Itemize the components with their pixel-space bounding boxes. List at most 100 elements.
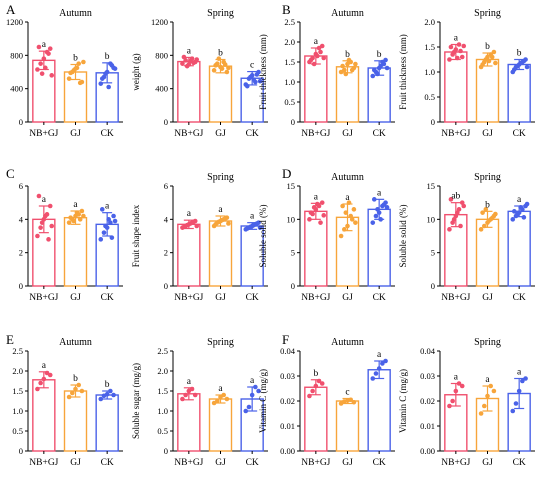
y-tick-label: 1200 bbox=[151, 17, 168, 27]
data-point bbox=[518, 205, 523, 210]
data-point bbox=[489, 215, 495, 221]
x-tick-label: NB+GJ bbox=[29, 129, 58, 139]
data-point bbox=[184, 63, 190, 69]
x-tick-label: NB+GJ bbox=[29, 458, 58, 468]
data-point bbox=[253, 384, 258, 390]
x-tick-label: GJ bbox=[482, 458, 493, 468]
data-point bbox=[66, 394, 72, 400]
y-tick-label: 2.5 bbox=[284, 17, 295, 27]
data-point bbox=[36, 44, 42, 50]
x-tick-label: GJ bbox=[215, 458, 226, 468]
significance-letter: a bbox=[377, 188, 382, 198]
data-point bbox=[493, 60, 498, 66]
data-point bbox=[486, 218, 492, 223]
y-tick-label: 2.0 bbox=[12, 366, 23, 376]
bar-nbgj bbox=[444, 51, 468, 123]
panel-letter-e: E bbox=[6, 332, 14, 347]
bar-gj bbox=[208, 398, 233, 452]
y-tick-label: 2.0 bbox=[157, 366, 168, 376]
data-point bbox=[318, 220, 323, 225]
y-axis-label: Fruit thickness (mm) bbox=[258, 34, 268, 110]
significance-letter: a bbox=[517, 368, 522, 378]
bar-nbgj bbox=[304, 55, 328, 123]
data-point bbox=[98, 81, 104, 86]
data-point bbox=[453, 388, 459, 394]
x-tick-label: CK bbox=[246, 458, 259, 468]
significance-letter: a bbox=[187, 209, 192, 219]
significance-letter: b bbox=[485, 200, 490, 210]
significance-letter: b bbox=[73, 374, 78, 384]
chart-panel-e-spring: Spring 0 0.5 1.0 1.5 2.0 2.5 Soluble sugar (mg/… bbox=[131, 337, 268, 468]
data-point bbox=[458, 48, 463, 54]
data-point bbox=[348, 397, 354, 403]
data-point bbox=[248, 74, 253, 80]
y-tick-label: 2.0 bbox=[284, 37, 295, 47]
data-point bbox=[458, 223, 463, 229]
data-point bbox=[183, 392, 188, 398]
data-point bbox=[345, 223, 350, 229]
significance-letter: ab bbox=[451, 192, 460, 202]
data-point bbox=[256, 388, 261, 394]
data-point bbox=[513, 401, 519, 406]
chart-title: Spring bbox=[474, 8, 501, 19]
data-point bbox=[483, 207, 489, 212]
data-point bbox=[485, 393, 490, 399]
y-tick-label: 2 bbox=[164, 248, 168, 258]
data-point bbox=[459, 383, 465, 389]
data-point bbox=[319, 381, 325, 386]
y-tick-label: 0 bbox=[164, 117, 168, 127]
y-tick-label: 0.04 bbox=[280, 346, 296, 356]
data-point bbox=[215, 398, 220, 404]
x-tick-label: NB+GJ bbox=[174, 129, 203, 139]
data-point bbox=[455, 210, 460, 215]
data-point bbox=[338, 233, 344, 239]
data-point bbox=[373, 371, 379, 376]
data-point bbox=[456, 42, 462, 47]
y-tick-label: 1.5 bbox=[424, 42, 435, 52]
x-tick-label: CK bbox=[513, 458, 526, 468]
significance-letter: a bbox=[314, 37, 319, 47]
data-point bbox=[451, 217, 457, 222]
significance-letter: a bbox=[314, 192, 319, 202]
y-tick-label: 0 bbox=[431, 281, 435, 291]
data-point bbox=[46, 237, 51, 242]
chart-panel-c-spring: Spring 0 2 4 6 Fruit shape index a NB+GJ a GJ a CK bbox=[131, 172, 268, 303]
y-tick-label: 1.0 bbox=[157, 406, 168, 416]
y-tick-label: 400 bbox=[155, 84, 168, 94]
x-tick-label: GJ bbox=[482, 293, 493, 303]
data-point bbox=[315, 53, 320, 59]
significance-letter: a bbox=[454, 34, 459, 44]
data-point bbox=[491, 388, 497, 394]
x-tick-label: GJ bbox=[215, 129, 226, 139]
data-point bbox=[370, 220, 376, 225]
x-tick-label: NB+GJ bbox=[441, 293, 470, 303]
y-tick-label: 15 bbox=[427, 181, 436, 191]
y-tick-label: 2.5 bbox=[157, 346, 168, 356]
significance-letter: b bbox=[517, 49, 522, 59]
chart-title: Spring bbox=[474, 337, 501, 348]
panel-letter-f: F bbox=[282, 332, 289, 347]
chart-panel-a-spring: Spring 0 400 800 1200 weight (g) a NB+GJ b GJ c CK bbox=[131, 8, 268, 139]
data-point bbox=[226, 221, 231, 226]
significance-letter: a bbox=[218, 384, 223, 394]
x-tick-label: GJ bbox=[342, 458, 353, 468]
y-axis-label: Fruit thickness (mm) bbox=[398, 34, 408, 110]
bar-nbgj bbox=[177, 393, 201, 452]
data-point bbox=[257, 225, 263, 230]
significance-letter: a bbox=[105, 202, 110, 212]
significance-letter: c bbox=[345, 388, 349, 398]
data-point bbox=[246, 404, 252, 410]
significance-letter: a bbox=[377, 350, 382, 360]
data-point bbox=[524, 64, 530, 70]
significance-letter: a bbox=[250, 376, 255, 386]
data-point bbox=[254, 72, 260, 77]
data-point bbox=[515, 211, 520, 217]
x-tick-label: CK bbox=[101, 129, 114, 139]
y-tick-label: 0.04 bbox=[420, 346, 436, 356]
x-tick-label: GJ bbox=[482, 129, 493, 139]
significance-letter: a bbox=[42, 361, 47, 371]
data-point bbox=[318, 49, 323, 55]
y-tick-label: 5 bbox=[291, 248, 295, 258]
data-point bbox=[308, 210, 314, 215]
data-point bbox=[346, 200, 352, 205]
